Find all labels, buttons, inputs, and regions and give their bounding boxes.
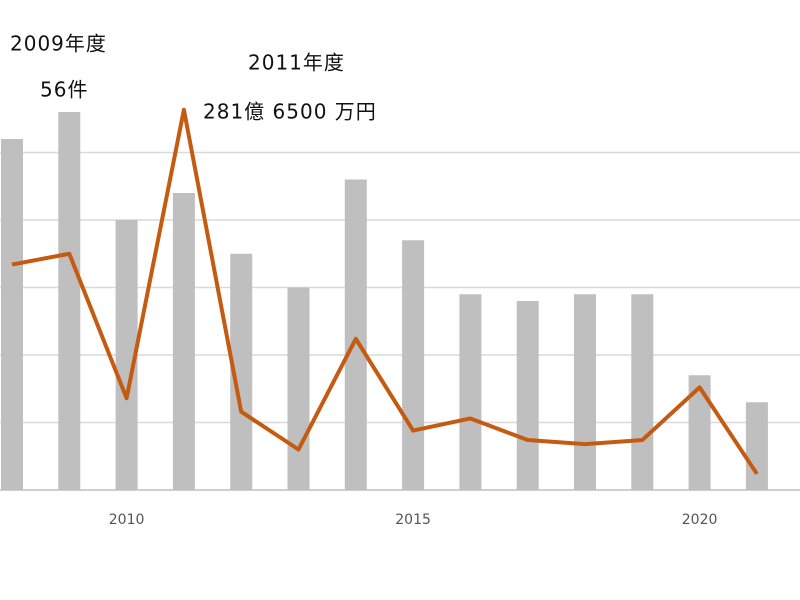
bar <box>172 193 195 490</box>
bar <box>230 253 253 490</box>
bar <box>574 294 596 490</box>
annotation: 2009年度 <box>10 32 107 56</box>
bar <box>115 220 138 490</box>
bar <box>1 139 23 490</box>
x-tick-label: 2020 <box>682 512 718 528</box>
annotation: 2011年度 <box>248 51 345 75</box>
bar <box>344 179 367 490</box>
bar <box>287 287 310 490</box>
line <box>11 107 759 475</box>
bar <box>745 402 768 490</box>
bar <box>688 375 711 490</box>
x-tick-label: 2015 <box>395 512 431 528</box>
bar <box>516 301 539 490</box>
bar <box>631 294 654 490</box>
annotation: 281億 6500 万円 <box>203 100 377 124</box>
bar <box>402 240 425 490</box>
bar <box>58 112 81 490</box>
x-tick-label: 2010 <box>109 512 145 528</box>
bar <box>459 294 482 490</box>
annotation: 56件 <box>40 78 88 102</box>
